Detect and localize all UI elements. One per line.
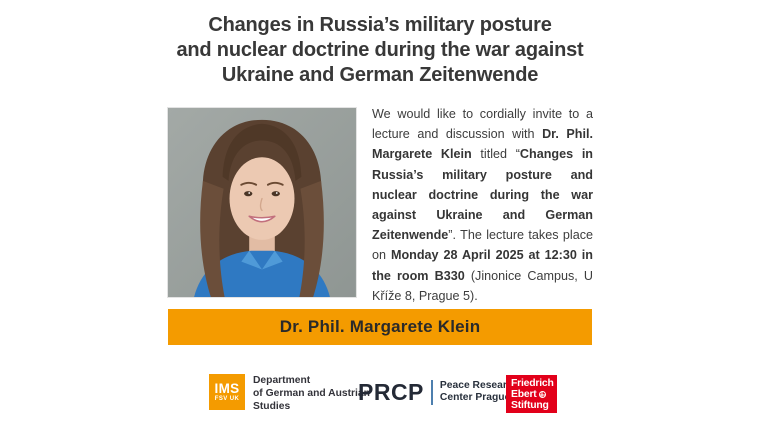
event-title-line-3: Ukraine and German Zeitenwende (221, 64, 539, 86)
invitation-paragraph: We would like to cordially invite to a l… (372, 104, 593, 306)
fes-line-2-wrap: Ebert (511, 389, 557, 400)
event-title: Changes in Russia’s military posture and… (0, 13, 760, 88)
prcp-name-line: Peace Research (439, 379, 519, 391)
prcp-divider (430, 379, 433, 405)
lecture-title-inline: Changes in Russia’s military posture and… (372, 147, 594, 243)
ims-department-name: Department of German and Austrian Studie… (253, 374, 370, 413)
invitation-segment: (Jinonice Campus, U Kříže 8, Prague 5). (372, 268, 593, 303)
invitation-segment: titled “ (471, 147, 520, 162)
fes-line-1: Friedrich (511, 378, 554, 389)
prcp-full-name: Peace Research Center Prague (440, 380, 519, 405)
ims-logo-group: IMS FSV UK Department of German and Aust… (209, 374, 370, 413)
prcp-acronym: PRCP (358, 379, 424, 405)
ims-department-line: of German and Austrian (253, 387, 370, 399)
invitation-segment: ”. The lecture takes place on (372, 228, 593, 263)
globe-icon (538, 391, 546, 398)
ims-logo: IMS FSV UK (209, 374, 245, 410)
fes-logo: Friedrich Ebert Stiftung (506, 375, 557, 413)
speaker-photo (167, 107, 357, 298)
ims-acronym: IMS (214, 380, 240, 396)
lecture-datetime-inline: Monday 28 April 2025 at 12:30 in the roo… (372, 248, 593, 283)
ims-department-line: Studies (253, 400, 291, 412)
invitation-segment: We would like to cordially invite to a l… (372, 107, 593, 142)
ims-department-line: Department (253, 375, 311, 386)
prcp-name-line: Center Prague (439, 392, 511, 403)
speaker-banner-label: Dr. Phil. Margarete Klein (279, 317, 481, 336)
content-row: We would like to cordially invite to a l… (167, 107, 593, 306)
fes-line-3: Stiftung (511, 400, 549, 411)
event-title-line-1: Changes in Russia’s military posture (208, 14, 552, 36)
fes-line-2: Ebert (511, 389, 537, 400)
speaker-portrait-illustration (168, 108, 356, 297)
speaker-name-inline: Dr. Phil. Margarete Klein (372, 127, 593, 162)
event-title-line-2: and nuclear doctrine during the war agai… (176, 39, 584, 61)
ims-subtext: FSV UK (214, 395, 240, 402)
prcp-logo-group: PRCP Peace Research Center Prague (358, 379, 519, 405)
speaker-banner: Dr. Phil. Margarete Klein (168, 309, 592, 345)
